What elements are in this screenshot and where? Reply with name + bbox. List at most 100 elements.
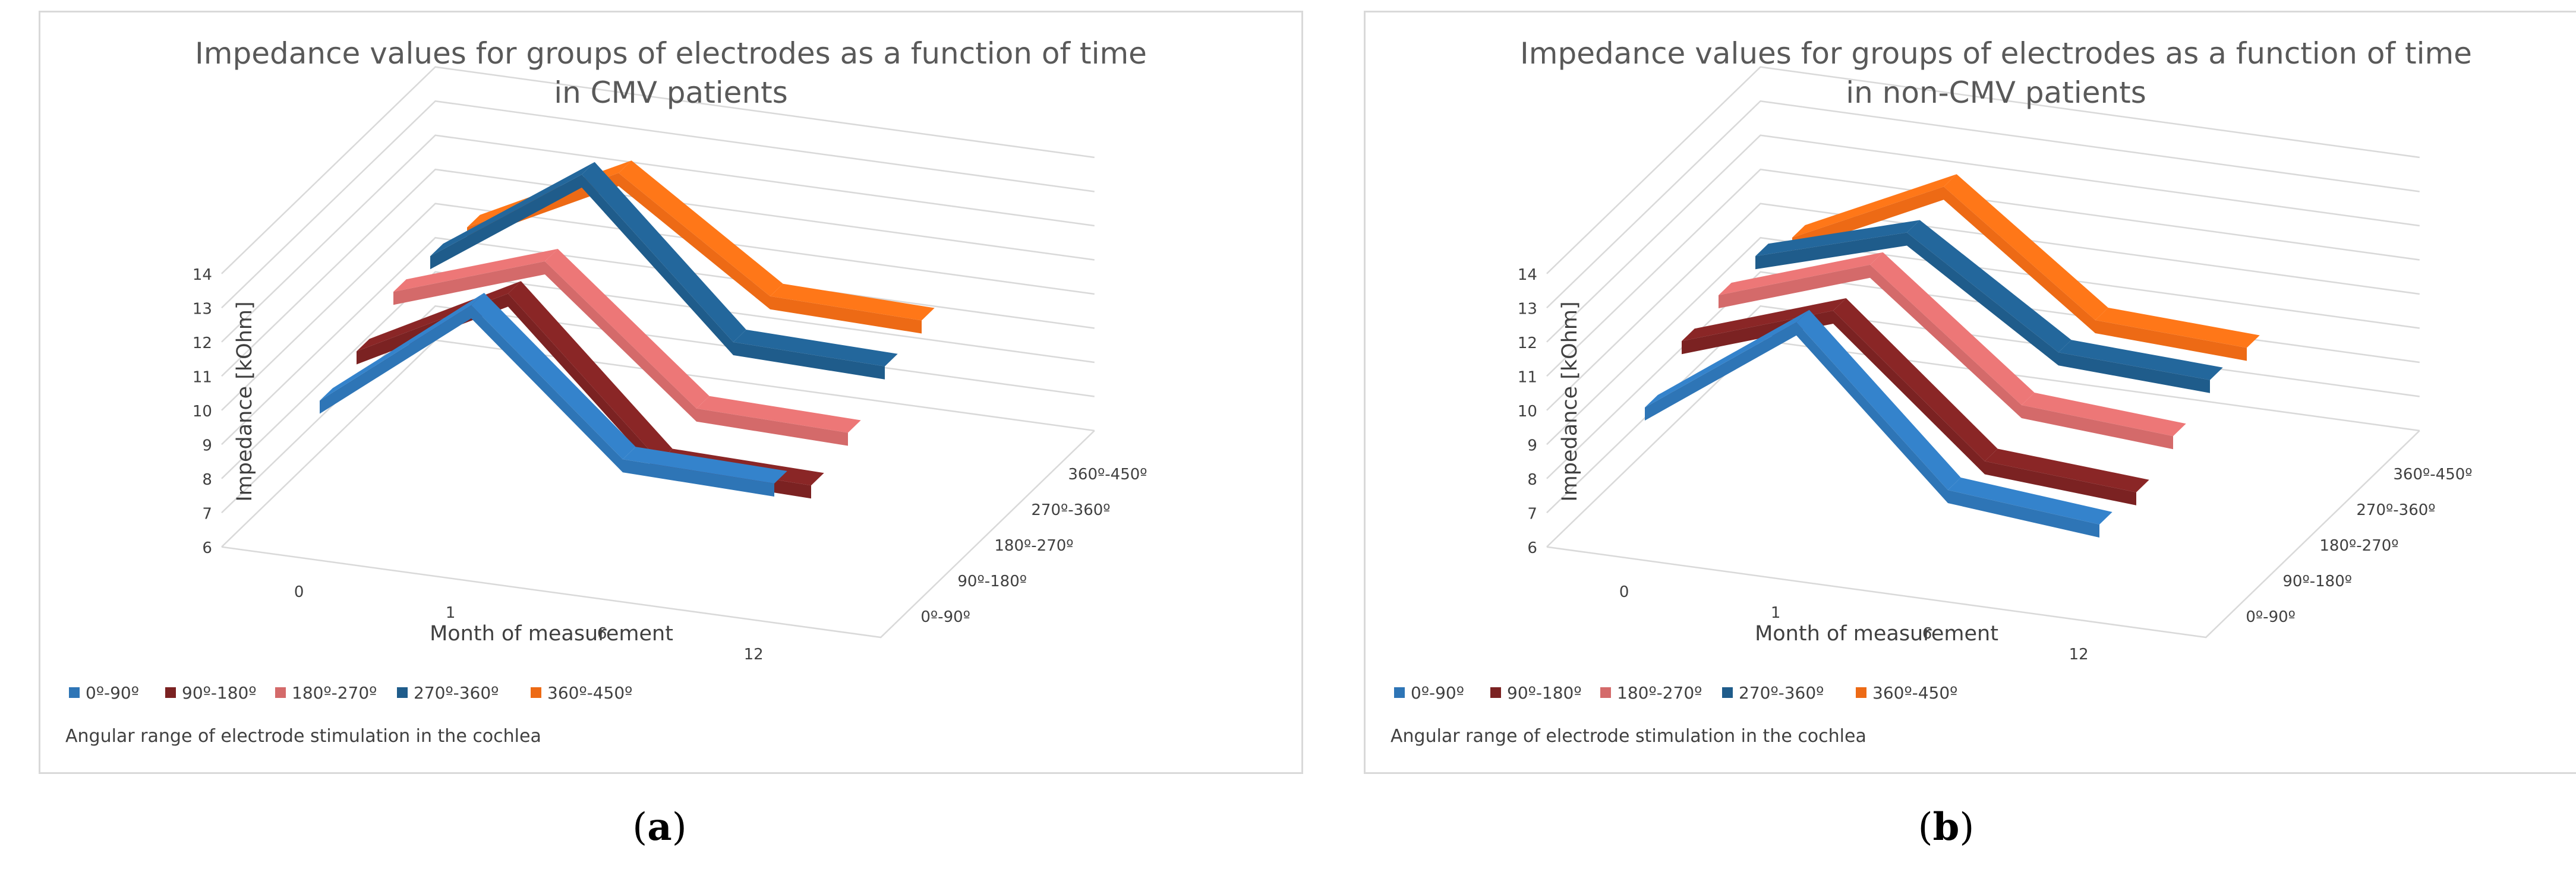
legend-label: 360º-450º bbox=[1872, 683, 1957, 703]
y-axis-title: Impedance [kOhm] bbox=[233, 301, 257, 501]
y-tick-label: 6 bbox=[202, 539, 212, 557]
y-tick-label: 13 bbox=[1518, 300, 1537, 318]
depth-tick-label: 270º-360º bbox=[2356, 501, 2435, 519]
y-tick-label: 7 bbox=[1527, 505, 1537, 523]
series-ribbon-face bbox=[430, 174, 582, 270]
gridline bbox=[221, 203, 1095, 411]
chart-title-line1: Impedance values for groups of electrode… bbox=[1520, 36, 2472, 71]
series-ribbon-face bbox=[1719, 264, 1870, 308]
y-tick-label: 12 bbox=[1518, 334, 1537, 352]
y-tick-label: 8 bbox=[202, 471, 212, 489]
legend-label: 90º-180º bbox=[1507, 683, 1582, 703]
chart-a: 6 7 8 9 10 11 12 13 14 0 1 6 12 0º-90º 90º-180º 180º-27… bbox=[65, 36, 1147, 747]
y-tick-label: 6 bbox=[1527, 539, 1537, 557]
y-tick-label: 12 bbox=[193, 334, 212, 352]
caption-a: (a) bbox=[632, 805, 687, 849]
series-ribbon-face bbox=[696, 408, 848, 446]
legend-label: 0º-90º bbox=[86, 683, 139, 703]
series-ribbon-top bbox=[1948, 478, 2112, 524]
legend-swatch bbox=[275, 687, 286, 698]
series-ribbon-top bbox=[1645, 309, 1809, 407]
legend-title: Angular range of electrode stimulation i… bbox=[65, 726, 541, 747]
series-ribbon-face bbox=[1645, 322, 1796, 421]
series-ribbon-top bbox=[1719, 252, 1883, 295]
gridline bbox=[1546, 66, 2420, 274]
legend-label: 90º-180º bbox=[182, 683, 257, 703]
legend: 0º-90º 90º-180º 180º-270º 270º-360º 360º-450… bbox=[1394, 683, 1957, 703]
series-3 bbox=[1755, 220, 2223, 393]
series-ribbon-face bbox=[623, 459, 774, 497]
x-tick-label: 6 bbox=[1922, 625, 1932, 643]
series-ribbon-top bbox=[1682, 298, 1846, 342]
legend-swatch bbox=[69, 687, 80, 698]
series-ribbon-top bbox=[2058, 340, 2223, 380]
legend-swatch bbox=[1600, 687, 1611, 698]
gridline bbox=[1546, 203, 2420, 411]
x-tick-label: 0 bbox=[1619, 583, 1629, 601]
legend-swatch bbox=[1856, 687, 1866, 698]
series-ribbon-face bbox=[619, 173, 770, 309]
legend-swatch bbox=[165, 687, 176, 698]
series-ribbon-top bbox=[770, 283, 935, 321]
series-ribbon-face bbox=[582, 174, 733, 355]
series-2 bbox=[393, 249, 861, 446]
legend-label: 0º-90º bbox=[1411, 683, 1464, 703]
series-0 bbox=[320, 293, 787, 497]
floor-edge bbox=[221, 430, 1095, 639]
x-axis-title: Month of measurement bbox=[430, 622, 673, 646]
series-ribbon-top bbox=[545, 249, 710, 409]
legend-swatch bbox=[1394, 687, 1405, 698]
series-group bbox=[320, 160, 935, 499]
depth-tick-label: 180º-270º bbox=[2319, 537, 2398, 555]
series-0 bbox=[1645, 309, 2112, 538]
gridline bbox=[221, 236, 1095, 445]
gridline bbox=[1546, 100, 2420, 309]
gridline bbox=[221, 66, 1095, 274]
legend-swatch bbox=[531, 687, 541, 698]
series-ribbon-face bbox=[1833, 311, 1985, 475]
depth-tick-label: 360º-450º bbox=[1068, 466, 1147, 484]
series-ribbon-top bbox=[1944, 174, 2108, 320]
y-axis-title: Impedance [kOhm] bbox=[1558, 301, 1582, 501]
y-tick-label: 14 bbox=[193, 266, 212, 284]
depth-tick-label: 0º-90º bbox=[2246, 608, 2296, 626]
gridline bbox=[221, 100, 1095, 309]
chart-panel-a: 6 7 8 9 10 11 12 13 14 0 1 6 12 0º-90º 90º-180º 180º-27… bbox=[39, 11, 1303, 774]
y-tick-label: 10 bbox=[1518, 403, 1537, 421]
series-ribbon-face bbox=[545, 261, 696, 422]
y-tick-label: 9 bbox=[1527, 437, 1537, 454]
legend-swatch bbox=[397, 687, 408, 698]
x-axis-title: Month of measurement bbox=[1755, 622, 1998, 646]
series-ribbon-top bbox=[1985, 448, 2149, 492]
depth-tick-label: 90º-180º bbox=[2282, 573, 2352, 590]
series-ribbon-face bbox=[770, 296, 922, 334]
x-tick-label: 0 bbox=[294, 583, 304, 601]
legend-label: 180º-270º bbox=[292, 683, 377, 703]
series-ribbon-top bbox=[320, 293, 484, 401]
series-ribbon-top bbox=[393, 249, 558, 292]
gridline bbox=[1546, 236, 2420, 445]
series-ribbon-top bbox=[733, 330, 898, 366]
series-ribbon-face bbox=[2095, 320, 2247, 361]
gridline bbox=[221, 271, 1095, 479]
series-ribbon-top bbox=[1907, 220, 2071, 353]
y-tick-label: 14 bbox=[1518, 266, 1537, 284]
series-ribbon-face bbox=[733, 342, 885, 380]
caption-a-letter: a bbox=[647, 805, 672, 849]
legend-label: 270º-360º bbox=[414, 683, 499, 703]
series-ribbon-face bbox=[1944, 187, 2095, 333]
depth-tick-label: 0º-90º bbox=[920, 608, 970, 626]
series-ribbon-face bbox=[2022, 405, 2173, 450]
series-ribbon-top bbox=[1870, 252, 2035, 405]
series-ribbon-top bbox=[696, 396, 861, 433]
gridline bbox=[221, 305, 1095, 514]
x-tick-label: 6 bbox=[597, 625, 607, 643]
series-1 bbox=[1682, 298, 2149, 505]
gridline bbox=[221, 134, 1095, 343]
gridline bbox=[1546, 134, 2420, 343]
legend-label: 270º-360º bbox=[1739, 683, 1824, 703]
y-tick-label: 11 bbox=[193, 368, 212, 386]
series-ribbon-face bbox=[1948, 490, 2099, 538]
series-ribbon-top bbox=[471, 293, 636, 460]
